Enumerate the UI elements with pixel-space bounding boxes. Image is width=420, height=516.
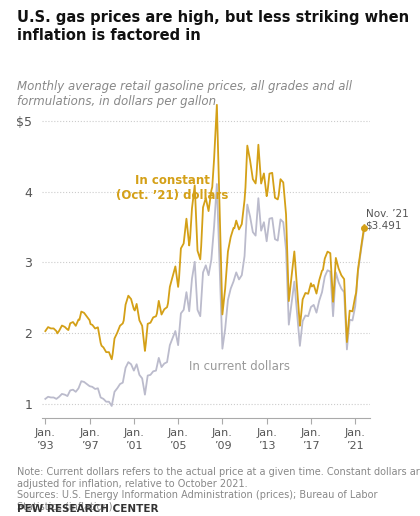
- Text: In constant
(Oct. ’21) dollars: In constant (Oct. ’21) dollars: [116, 174, 229, 202]
- Text: Monthly average retail gasoline prices, all grades and all
formulations, in doll: Monthly average retail gasoline prices, …: [17, 80, 352, 108]
- Text: U.S. gas prices are high, but less striking when
inflation is factored in: U.S. gas prices are high, but less strik…: [17, 10, 409, 43]
- Text: Note: Current dollars refers to the actual price at a given time. Constant dolla: Note: Current dollars refers to the actu…: [17, 467, 420, 512]
- Text: PEW RESEARCH CENTER: PEW RESEARCH CENTER: [17, 504, 158, 513]
- Text: In current dollars: In current dollars: [189, 360, 289, 373]
- Text: Nov. ’21
$3.491: Nov. ’21 $3.491: [365, 209, 408, 231]
